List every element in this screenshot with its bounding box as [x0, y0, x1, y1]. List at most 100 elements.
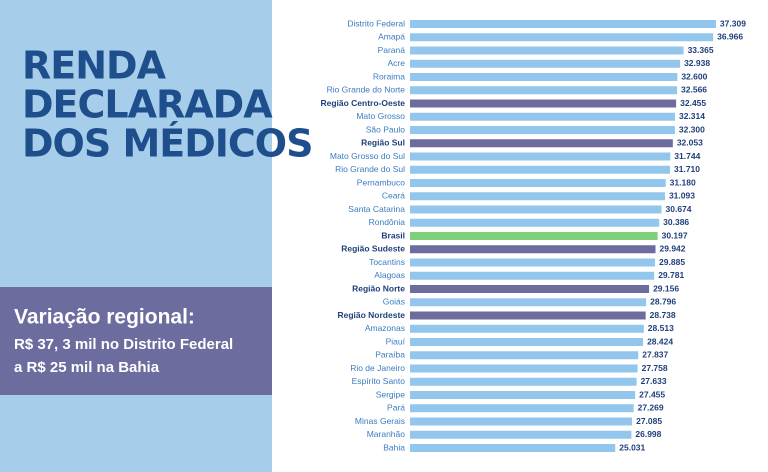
title-line: DOS MÉDICOS — [22, 122, 312, 166]
category-label: Santa Catarina — [348, 204, 405, 214]
category-label: Paraíba — [375, 350, 405, 360]
category-label: Piauí — [386, 336, 406, 346]
category-label: Região Norte — [352, 283, 405, 293]
bar — [410, 245, 656, 254]
value-label: 32.455 — [680, 98, 706, 108]
bar — [410, 417, 633, 426]
category-label: Região Nordeste — [337, 310, 405, 320]
value-label: 28.424 — [647, 336, 673, 346]
bar — [410, 179, 666, 187]
category-label: Alagoas — [374, 270, 405, 280]
bar — [410, 377, 637, 386]
value-label: 29.885 — [659, 257, 685, 267]
title-line: DECLARADA — [22, 83, 273, 127]
callout-line: a R$ 25 mil na Bahia — [14, 359, 160, 376]
category-label: Goiás — [383, 297, 405, 307]
value-label: 32.566 — [681, 85, 707, 95]
value-label: 31.710 — [674, 164, 700, 174]
bar — [410, 311, 646, 320]
value-label: 27.455 — [639, 389, 665, 399]
value-label: 30.386 — [663, 217, 689, 227]
value-label: 31.180 — [670, 177, 696, 187]
category-label: Minas Gerais — [355, 416, 405, 426]
bar — [410, 444, 616, 452]
category-label: São Paulo — [366, 124, 405, 134]
bar — [410, 324, 644, 333]
bar — [410, 218, 660, 227]
category-label: Espírito Santo — [352, 376, 406, 386]
value-label: 32.600 — [681, 71, 707, 81]
value-label: 28.796 — [650, 297, 676, 307]
value-label: 27.633 — [641, 376, 667, 386]
bar — [410, 86, 678, 95]
value-label: 29.942 — [660, 244, 686, 254]
bar — [410, 46, 684, 55]
title-line: RENDA — [22, 44, 167, 88]
value-label: 27.085 — [636, 416, 662, 426]
value-label: 33.365 — [688, 45, 714, 55]
bar — [410, 404, 634, 413]
category-label: Roraima — [373, 71, 405, 81]
value-label: 32.938 — [684, 58, 710, 68]
category-label: Rondônia — [369, 217, 406, 227]
bar — [410, 139, 673, 148]
category-label: Rio de Janeiro — [350, 363, 405, 373]
bar — [410, 126, 675, 134]
bar — [410, 165, 671, 174]
category-label: Mato Grosso do Sul — [330, 151, 405, 161]
value-label: 26.998 — [635, 429, 661, 439]
category-label: Região Centro-Oeste — [320, 98, 405, 108]
bar — [410, 59, 681, 68]
bar — [410, 205, 662, 214]
bar — [410, 258, 656, 267]
value-label: 27.758 — [642, 363, 668, 373]
value-label: 32.300 — [679, 124, 705, 134]
bar — [410, 232, 658, 240]
value-label: 36.966 — [717, 32, 743, 42]
value-label: 28.513 — [648, 323, 674, 333]
bar — [410, 338, 644, 346]
bar — [410, 364, 638, 373]
category-label: Amazonas — [365, 323, 405, 333]
value-label: 27.837 — [642, 350, 668, 360]
value-label: 29.156 — [653, 283, 679, 293]
value-label: 32.314 — [679, 111, 705, 121]
value-label: 29.781 — [658, 270, 684, 280]
category-label: Ceará — [382, 191, 405, 201]
bar — [410, 192, 665, 201]
bar — [410, 285, 650, 293]
category-label: Tocantins — [369, 257, 405, 267]
callout-box — [0, 287, 272, 395]
bar — [410, 73, 678, 81]
value-label: 30.674 — [666, 204, 692, 214]
value-label: 31.744 — [674, 151, 700, 161]
category-label: Paraná — [378, 45, 406, 55]
category-label: Pernambuco — [357, 177, 405, 187]
bar — [410, 152, 671, 161]
bar — [410, 351, 639, 360]
callout-line: R$ 37, 3 mil no Distrito Federal — [14, 336, 233, 353]
bar — [410, 99, 677, 108]
bar — [410, 112, 675, 121]
category-label: Região Sul — [361, 138, 405, 148]
bar — [410, 33, 714, 42]
category-label: Bahia — [383, 442, 405, 452]
value-label: 28.738 — [650, 310, 676, 320]
category-label: Pará — [387, 403, 405, 413]
value-label: 27.269 — [638, 403, 664, 413]
bar — [410, 20, 716, 28]
bar — [410, 298, 647, 307]
bar — [410, 271, 655, 280]
callout-heading: Variação regional: — [14, 306, 195, 329]
category-label: Rio Grande do Norte — [327, 85, 406, 95]
value-label: 30.197 — [662, 230, 688, 240]
category-label: Acre — [388, 58, 406, 68]
category-label: Rio Grande do Sul — [335, 164, 405, 174]
bar — [410, 391, 636, 399]
category-label: Região Sudeste — [341, 244, 405, 254]
category-label: Sergipe — [376, 389, 406, 399]
category-label: Brasil — [381, 230, 405, 240]
category-label: Maranhão — [367, 429, 406, 439]
value-label: 31.093 — [669, 191, 695, 201]
